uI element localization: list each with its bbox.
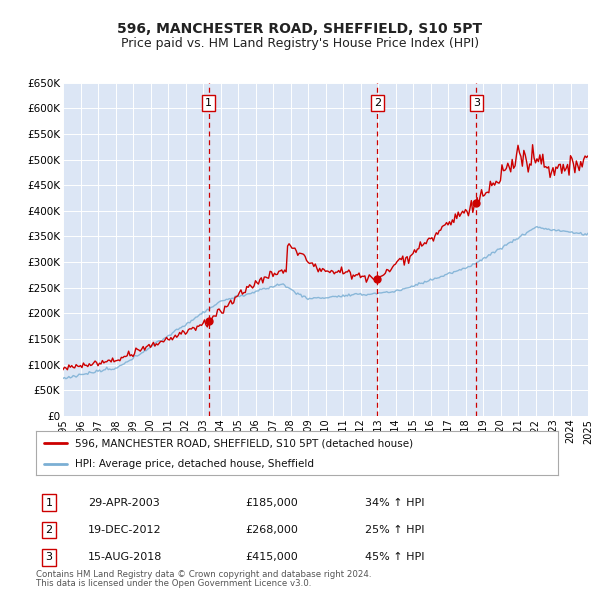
Text: 3: 3 xyxy=(46,552,53,562)
Text: 29-APR-2003: 29-APR-2003 xyxy=(88,497,160,507)
Text: 19-DEC-2012: 19-DEC-2012 xyxy=(88,525,162,535)
Text: £185,000: £185,000 xyxy=(245,497,298,507)
Text: Price paid vs. HM Land Registry's House Price Index (HPI): Price paid vs. HM Land Registry's House … xyxy=(121,37,479,50)
Text: 1: 1 xyxy=(205,98,212,108)
Text: 34% ↑ HPI: 34% ↑ HPI xyxy=(365,497,424,507)
Text: 1: 1 xyxy=(46,497,53,507)
Text: 2: 2 xyxy=(374,98,381,108)
Text: HPI: Average price, detached house, Sheffield: HPI: Average price, detached house, Shef… xyxy=(75,459,314,469)
Text: This data is licensed under the Open Government Licence v3.0.: This data is licensed under the Open Gov… xyxy=(36,579,311,588)
Text: 596, MANCHESTER ROAD, SHEFFIELD, S10 5PT: 596, MANCHESTER ROAD, SHEFFIELD, S10 5PT xyxy=(118,22,482,37)
Text: 2: 2 xyxy=(46,525,53,535)
Text: £268,000: £268,000 xyxy=(245,525,298,535)
Text: 25% ↑ HPI: 25% ↑ HPI xyxy=(365,525,424,535)
Text: 15-AUG-2018: 15-AUG-2018 xyxy=(88,552,163,562)
Text: Contains HM Land Registry data © Crown copyright and database right 2024.: Contains HM Land Registry data © Crown c… xyxy=(36,570,371,579)
Text: 45% ↑ HPI: 45% ↑ HPI xyxy=(365,552,424,562)
Text: 596, MANCHESTER ROAD, SHEFFIELD, S10 5PT (detached house): 596, MANCHESTER ROAD, SHEFFIELD, S10 5PT… xyxy=(75,438,413,448)
Text: 3: 3 xyxy=(473,98,480,108)
Text: £415,000: £415,000 xyxy=(245,552,298,562)
